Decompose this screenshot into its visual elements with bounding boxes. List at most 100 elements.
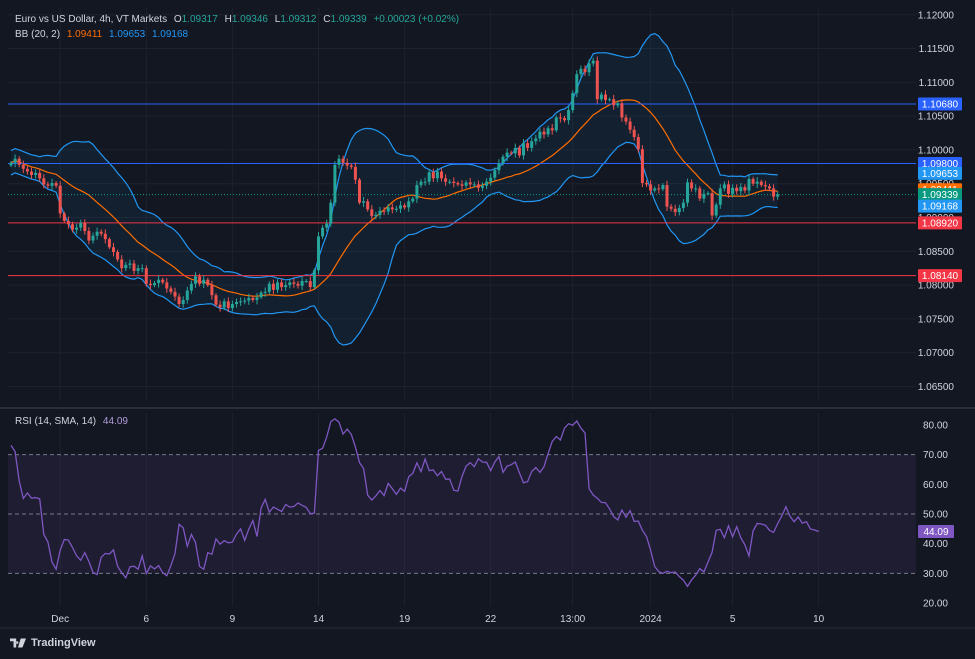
candle-body	[312, 270, 316, 288]
candle-body	[34, 172, 38, 175]
candle-body	[362, 201, 366, 203]
candle-body	[321, 227, 325, 237]
candle	[640, 145, 644, 188]
candle-body	[157, 279, 161, 284]
candle-body	[419, 181, 423, 186]
candle-body	[776, 194, 780, 197]
candle	[382, 207, 386, 215]
candle-body	[271, 283, 275, 290]
rsi-tick-label: 80.00	[923, 420, 948, 431]
level-badge-bg	[918, 216, 962, 230]
candle-body	[210, 285, 214, 296]
candle-body	[657, 188, 661, 190]
candle-body	[107, 239, 111, 248]
candle-body	[768, 186, 771, 189]
price-badge: 1.09653	[922, 169, 959, 180]
candle-body	[386, 207, 390, 212]
candle	[624, 114, 628, 125]
candle	[599, 92, 603, 102]
candle-body	[681, 202, 685, 209]
price-tick-label: 1.08500	[918, 247, 955, 258]
candle	[497, 159, 501, 175]
candle-body	[280, 282, 284, 288]
candle-body	[706, 193, 710, 195]
candle-body	[255, 297, 259, 300]
candle	[239, 297, 243, 306]
candle	[66, 216, 70, 229]
candle	[653, 186, 657, 193]
candle	[776, 191, 780, 200]
candle-body	[727, 184, 730, 194]
candle	[763, 180, 767, 191]
candle-body	[620, 103, 624, 118]
candle	[636, 133, 640, 153]
candle-body	[575, 74, 579, 94]
candle	[345, 158, 349, 170]
candle-body	[476, 184, 480, 188]
candle	[673, 204, 677, 217]
tradingview-brand[interactable]: TradingView	[10, 637, 96, 649]
candle-body	[341, 158, 345, 163]
candle	[292, 278, 296, 288]
candle-body	[645, 183, 648, 185]
level-badge: 1.08140	[922, 271, 959, 282]
candle-body	[427, 172, 431, 182]
candle-body	[710, 193, 714, 216]
candle-body	[75, 227, 79, 230]
candle-body	[731, 187, 735, 194]
candle	[103, 229, 107, 244]
candle	[751, 176, 755, 186]
candle-body	[13, 158, 17, 163]
candle-body	[415, 185, 419, 199]
candle	[645, 180, 648, 188]
candle	[358, 177, 361, 205]
candle	[276, 279, 279, 293]
candle-body	[214, 295, 218, 305]
candle	[308, 276, 312, 292]
candle-body	[58, 185, 62, 214]
candle-body	[325, 223, 329, 228]
price-tick-label: 1.07500	[918, 314, 955, 325]
candle	[702, 189, 706, 203]
candle	[550, 123, 554, 135]
candle-body	[489, 177, 493, 182]
candle-body	[194, 276, 197, 284]
bb-basis-value: 1.09411	[66, 29, 103, 40]
candle-body	[554, 117, 558, 131]
candle	[735, 184, 739, 195]
candle	[472, 181, 476, 188]
candle	[247, 293, 251, 305]
candle-body	[759, 181, 763, 186]
candle	[46, 181, 50, 189]
candle-body	[698, 188, 702, 199]
candle-body	[189, 283, 193, 291]
price-tick-label: 1.11000	[919, 78, 955, 89]
candle-body	[218, 304, 222, 308]
candle-body	[485, 181, 489, 186]
candle	[690, 179, 694, 192]
rsi-label: RSI (14, SMA, 14)	[15, 416, 97, 427]
candle	[116, 249, 120, 262]
low-label: L1.09312	[274, 14, 317, 25]
candle-body	[403, 205, 407, 208]
time-tick-label: 14	[313, 614, 325, 625]
candle-body	[95, 231, 99, 236]
candle-body	[230, 304, 234, 309]
candle-body	[501, 156, 505, 164]
candle-body	[747, 178, 751, 191]
candle	[312, 268, 316, 290]
candle-body	[538, 131, 542, 139]
candle	[296, 281, 300, 289]
candle-body	[382, 210, 386, 212]
candle	[464, 180, 468, 188]
candle-body	[132, 263, 136, 271]
candle-body	[751, 178, 755, 184]
candle	[333, 161, 337, 207]
candle-body	[38, 172, 42, 179]
candle	[759, 179, 763, 187]
candle-body	[173, 291, 177, 297]
candle-body	[79, 222, 83, 228]
candle	[198, 273, 202, 287]
candle	[444, 174, 448, 186]
